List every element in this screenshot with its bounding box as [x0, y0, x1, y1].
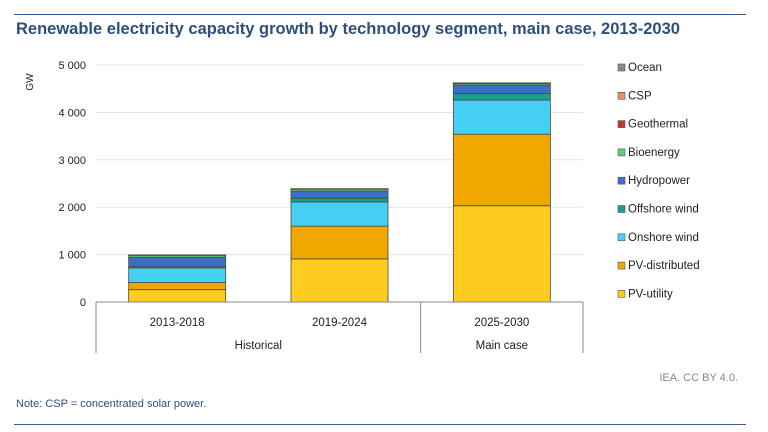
bar-segment-pv-utility [128, 289, 227, 303]
legend-label: Onshore wind [628, 232, 699, 244]
bar-segment-pv-distributed [128, 282, 227, 291]
y-tick-label: 3 000 [58, 155, 86, 167]
chart-title: Renewable electricity capacity growth by… [16, 20, 680, 38]
x-tick-label: 2025-2030 [474, 317, 529, 329]
y-tick-label: 5 000 [58, 60, 86, 72]
legend-label: Offshore wind [628, 204, 699, 216]
bar-segment-pv-distributed [290, 225, 389, 260]
legend-label: Ocean [628, 62, 662, 74]
x-tick-label: 2013-2018 [150, 317, 205, 329]
y-axis-label: GW [25, 73, 36, 91]
bar-segment-offshore-wind [452, 93, 551, 101]
legend-label: PV-distributed [628, 260, 700, 272]
bar-segment-pv-utility [290, 258, 389, 303]
legend-swatch [617, 261, 626, 270]
bar-segment-hydropower [128, 256, 227, 268]
legend-label: PV-utility [628, 288, 673, 300]
legend-label: CSP [628, 90, 652, 102]
y-tick-label: 2 000 [58, 202, 86, 214]
bar-segment-onshore-wind [128, 267, 227, 283]
legend-label: Geothermal [628, 119, 688, 131]
bar-segment-offshore-wind [290, 197, 389, 203]
legend-swatch [617, 290, 626, 298]
legend-swatch [617, 92, 626, 100]
y-tick-label: 4 000 [58, 107, 86, 119]
legend-swatch [617, 233, 626, 242]
bar-segment-hydropower [290, 190, 389, 199]
group-label: Historical [235, 340, 282, 352]
group-label: Main case [476, 340, 528, 352]
bar-segment-pv-distributed [452, 133, 551, 207]
legend-label: Hydropower [628, 175, 690, 187]
bottom-rule [14, 424, 746, 425]
bar-segment-hydropower [452, 84, 551, 94]
bar-segment-onshore-wind [290, 201, 389, 227]
legend-swatch [617, 63, 626, 72]
note-text: Note: CSP = concentrated solar power. [16, 398, 207, 410]
legend-swatch [617, 148, 626, 157]
top-rule [14, 14, 746, 15]
x-tick-label: 2019-2024 [312, 317, 368, 329]
bar-segment-pv-utility [452, 205, 551, 303]
legend-swatch [617, 205, 626, 213]
legend-swatch [617, 120, 626, 128]
y-tick-label: 1 000 [58, 250, 86, 262]
legend-swatch [617, 176, 626, 185]
y-tick-label: 0 [80, 297, 86, 309]
bar-segment-onshore-wind [452, 99, 551, 135]
credit-text: IEA. CC BY 4.0. [659, 372, 738, 384]
legend-label: Bioenergy [628, 147, 680, 159]
